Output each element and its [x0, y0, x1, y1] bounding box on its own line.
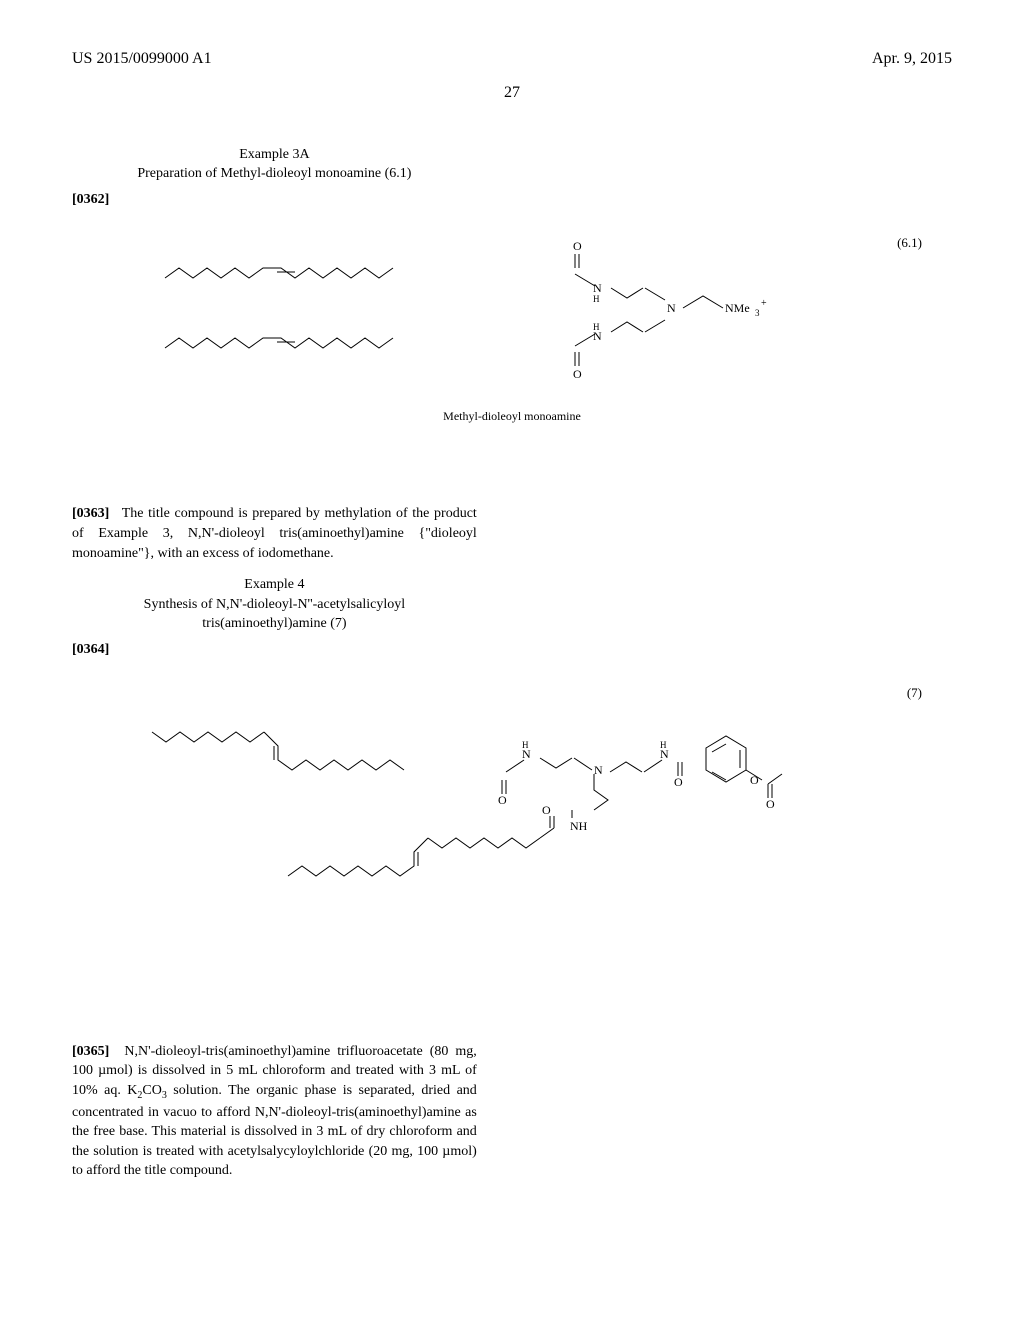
- page-header: US 2015/0099000 A1 Apr. 9, 2015: [72, 48, 952, 70]
- svg-text:NMe: NMe: [725, 301, 750, 315]
- compound-number-7: (7): [907, 680, 952, 702]
- example-4-title-line2: tris(aminoethyl)amine (7): [72, 614, 477, 634]
- svg-text:O: O: [750, 773, 759, 787]
- svg-text:O: O: [674, 775, 683, 789]
- svg-text:N: N: [667, 301, 676, 315]
- svg-text:H: H: [660, 740, 667, 750]
- svg-text:O: O: [573, 239, 582, 253]
- para-0362-number: [0362]: [72, 192, 117, 207]
- svg-text:+: +: [761, 298, 767, 309]
- example-3a-heading: Example 3A Preparation of Methyl-dioleoy…: [72, 145, 477, 184]
- svg-text:H: H: [593, 294, 600, 304]
- chemical-structure-7: O N H N N H O O O NH O: [82, 702, 942, 942]
- example-4-label: Example 4: [72, 575, 477, 595]
- para-0365-text-2: CO: [142, 1083, 161, 1098]
- svg-text:NH: NH: [570, 819, 588, 833]
- svg-text:N: N: [594, 763, 603, 777]
- para-0363-number: [0363]: [72, 506, 117, 521]
- svg-text:O: O: [766, 797, 775, 811]
- structure-7: (7): [72, 680, 952, 942]
- para-0364: [0364]: [72, 640, 477, 660]
- svg-text:N: N: [593, 281, 602, 295]
- example-4-title-line1: Synthesis of N,N'-dioleoyl-N''-acetylsal…: [72, 595, 477, 615]
- compound-number-6-1: (6.1): [897, 230, 952, 252]
- para-0365-number: [0365]: [72, 1044, 117, 1059]
- para-0363-text: The title compound is prepared by methyl…: [72, 506, 477, 560]
- structure-6-1-caption: Methyl-dioleoyl monoamine: [72, 408, 952, 425]
- svg-text:H: H: [522, 740, 529, 750]
- example-3a-label: Example 3A: [72, 145, 477, 165]
- svg-text:H: H: [593, 322, 600, 332]
- svg-text:O: O: [498, 793, 507, 807]
- svg-text:O: O: [542, 803, 551, 817]
- page-number: 27: [72, 82, 952, 104]
- chemical-structure-6-1: O O N H N H N NMe 3 +: [85, 230, 885, 400]
- publication-date: Apr. 9, 2015: [872, 48, 952, 70]
- para-0363: [0363] The title compound is prepared by…: [72, 504, 477, 563]
- example-4-heading: Example 4 Synthesis of N,N'-dioleoyl-N''…: [72, 575, 477, 634]
- structure-6-1: (6.1) O O N: [72, 230, 952, 425]
- para-0364-number: [0364]: [72, 642, 117, 657]
- publication-number: US 2015/0099000 A1: [72, 48, 212, 70]
- svg-text:O: O: [573, 367, 582, 381]
- example-3a-title: Preparation of Methyl-dioleoyl monoamine…: [72, 164, 477, 184]
- svg-text:3: 3: [755, 308, 760, 318]
- para-0362: [0362]: [72, 190, 477, 210]
- para-0365: [0365] N,N'-dioleoyl-tris(aminoethyl)ami…: [72, 1042, 477, 1181]
